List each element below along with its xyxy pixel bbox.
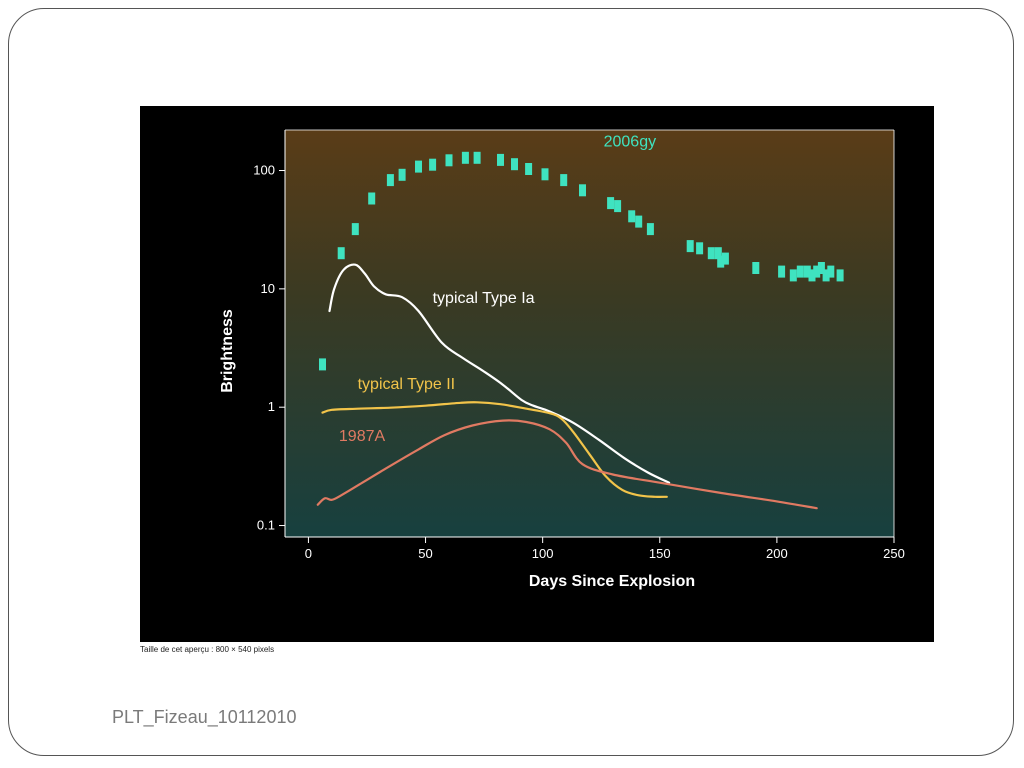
y-tick-label: 0.1 <box>257 518 275 533</box>
point-2006gy <box>511 158 518 171</box>
series-label: typical Type II <box>358 376 456 393</box>
point-2006gy <box>398 168 406 181</box>
point-2006gy <box>808 269 816 282</box>
x-tick-label: 250 <box>883 546 905 561</box>
point-2006gy <box>827 265 835 278</box>
point-2006gy <box>635 215 643 228</box>
point-2006gy <box>778 265 786 278</box>
point-2006gy <box>337 247 345 260</box>
light-curve-chart: 0 50 100 150 200 250 0.1 1 10 100 2006gy typical … <box>219 129 905 590</box>
x-tick-label: 0 <box>305 546 312 561</box>
point-2006gy <box>386 174 394 187</box>
series-label: 1987A <box>339 428 386 445</box>
point-2006gy <box>707 247 715 260</box>
point-2006gy <box>789 269 797 282</box>
line-typical-type-ia <box>328 263 671 484</box>
point-2006gy <box>497 153 504 166</box>
y-axis-label: Brightness <box>219 309 236 393</box>
series-label: 2006gy <box>604 133 657 150</box>
x-tick-label: 200 <box>766 546 788 561</box>
point-2006gy <box>351 223 359 236</box>
point-2006gy <box>628 210 636 223</box>
plot-area <box>285 130 894 537</box>
point-2006gy <box>445 154 453 167</box>
point-2006gy <box>836 269 844 282</box>
point-2006gy <box>813 265 821 278</box>
point-2006gy <box>646 223 654 236</box>
y-tick-label: 100 <box>253 163 275 178</box>
series-label: typical Type Ia <box>433 290 535 307</box>
image-caption: Taille de cet aperçu : 800 × 540 pixels <box>140 645 275 654</box>
line-typical-type-ii <box>321 401 668 498</box>
point-2006gy <box>686 240 694 253</box>
series-layer <box>316 151 844 510</box>
x-axis-label: Days Since Explosion <box>529 573 695 590</box>
point-2006gy <box>560 174 568 187</box>
point-2006gy <box>822 269 830 282</box>
y-tick-label: 1 <box>268 399 275 414</box>
y-tick-label: 10 <box>261 281 275 296</box>
point-2006gy <box>525 163 533 175</box>
annotation-layer: 2006gy typical Type Ia typical Type II 1987… <box>339 133 656 444</box>
supernova-light-curve-figure: 0 50 100 150 200 250 0.1 1 10 100 2006gy typical … <box>140 106 934 642</box>
x-tick-label: 100 <box>532 546 554 561</box>
point-2006gy <box>579 184 586 197</box>
point-2006gy <box>817 262 825 274</box>
point-2006gy <box>473 151 481 164</box>
x-ticks: 0 50 100 150 200 250 <box>305 537 905 561</box>
point-2006gy <box>752 262 760 274</box>
point-2006gy <box>614 200 622 213</box>
point-2006gy <box>368 192 376 205</box>
x-tick-label: 150 <box>649 546 671 561</box>
point-2006gy <box>803 265 811 278</box>
line-1987a <box>316 419 818 510</box>
point-2006gy <box>721 252 729 265</box>
point-2006gy <box>415 160 422 173</box>
series-2006gy <box>319 151 844 371</box>
point-2006gy <box>607 197 615 210</box>
point-2006gy <box>796 265 804 278</box>
x-tick-label: 50 <box>418 546 432 561</box>
point-2006gy <box>319 358 326 371</box>
point-2006gy <box>696 242 704 255</box>
point-2006gy <box>461 151 469 164</box>
point-2006gy <box>541 168 549 181</box>
point-2006gy <box>429 158 437 171</box>
y-ticks: 0.1 1 10 100 <box>253 163 285 533</box>
point-2006gy <box>714 247 722 260</box>
point-2006gy <box>717 255 725 268</box>
slide-footer: PLT_Fizeau_10112010 <box>112 707 297 727</box>
